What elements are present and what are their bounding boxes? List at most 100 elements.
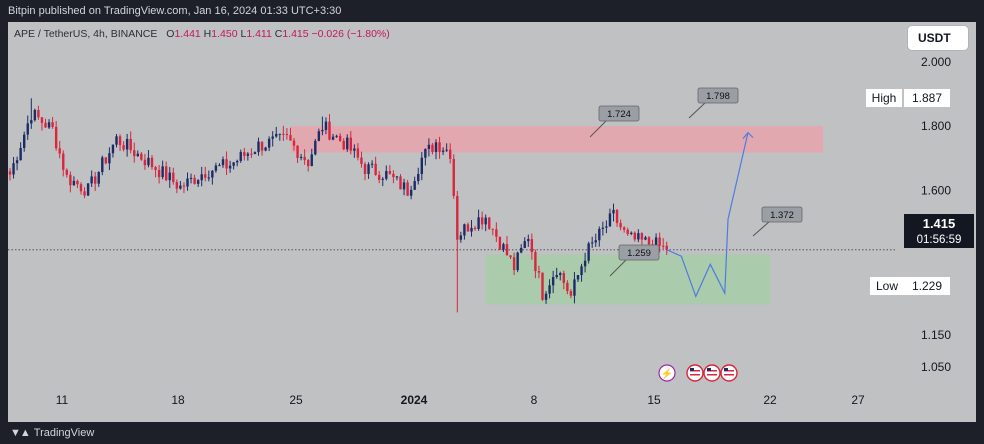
footer-brand[interactable]: TradingView [33,427,95,439]
candle [79,184,83,192]
candle [289,135,292,141]
callout-text: 1.259 [627,248,651,259]
flag-stripe [724,374,734,376]
low-label-box [870,277,904,295]
published-banner: Bitpin published on TradingView.com, Jan… [8,5,342,17]
candle [665,245,668,250]
callout-box [598,105,640,122]
candle [537,271,541,273]
candle [591,242,594,244]
candle [573,279,576,296]
candle [175,182,179,189]
candle [97,172,100,184]
legend-close-label: C [274,28,283,40]
candle [502,244,505,250]
legend-low-label: L [240,28,247,40]
low-label: Low [876,279,898,293]
callout-1.259[interactable]: 1.259 [609,244,660,277]
candle [392,173,395,178]
us-flag-icon[interactable] [703,364,721,382]
tv-logo-icon[interactable]: ▼▲ [10,427,31,439]
us-flag-icon[interactable] [720,364,738,382]
candle [420,157,423,175]
support-zone [486,254,770,305]
callout-1.724[interactable]: 1.724 [589,105,640,138]
currency-button[interactable]: USDT [908,26,968,50]
candle [307,160,310,167]
candle [278,133,281,135]
candle [246,153,250,156]
candle [566,282,569,292]
callout-1.798[interactable]: 1.798 [688,87,739,119]
flag-canton [690,368,694,371]
candle [228,165,232,169]
candle [630,232,633,234]
candle [317,131,321,141]
candle [470,227,473,232]
candle [431,144,434,152]
candle [299,156,303,158]
candle [72,180,76,186]
event-icons[interactable]: ⚡ [658,364,738,382]
candle [147,157,150,166]
candle [576,275,580,280]
flag-canton [724,368,728,371]
candle [399,176,402,190]
candle [8,171,12,175]
x-tick-label: 15 [647,393,661,407]
candle [370,163,374,165]
callout-pointer [752,220,771,237]
candle [523,241,526,248]
candle [125,138,129,150]
candle [520,247,523,253]
last-price-box [904,214,974,248]
candle [445,149,448,151]
candle [189,177,193,179]
candle [86,183,90,196]
candle [15,160,19,164]
callout-1.372[interactable]: 1.372 [752,206,803,237]
candle [218,165,221,167]
candle [541,272,544,300]
candle [463,224,466,236]
callout-pointer [589,119,608,138]
candle [512,257,516,271]
candle [360,157,363,164]
candle [488,217,491,229]
candle [264,147,267,151]
candle [168,172,171,181]
candle [622,227,626,230]
bar-countdown: 01:56:59 [917,234,962,246]
candle [612,209,615,214]
candle [473,227,477,229]
chart-frame[interactable]: APE / TetherUS, 4h, BINANCE O1.441 H1.45… [8,22,976,422]
candle [303,156,306,161]
candle [69,174,72,186]
price-chart[interactable]: 1.724 1.798 1.372 1.259 2.000 1.800 1.600 1.15… [8,22,976,422]
candle [129,138,132,151]
lightning-icon[interactable] [658,364,676,382]
low-value: 1.229 [912,279,942,293]
candle [633,232,636,240]
candle [200,174,203,181]
candle [346,137,349,150]
candle [26,123,29,135]
candle [637,233,640,240]
candle [551,277,555,286]
candle [250,153,253,155]
candle [37,109,40,118]
legend-symbol[interactable]: APE / TetherUS, 4h, BINANCE [14,28,158,40]
us-flag-icon[interactable] [686,364,704,382]
candle [331,136,335,140]
candle [608,213,612,227]
callout-pointer [609,258,628,277]
candle [530,239,534,253]
candle [321,129,324,132]
candle [598,228,601,241]
x-tick-label: 11 [56,393,69,407]
candle [644,237,647,240]
candle [509,255,512,258]
candle [374,163,377,175]
candle [47,122,51,128]
candle [122,145,125,150]
